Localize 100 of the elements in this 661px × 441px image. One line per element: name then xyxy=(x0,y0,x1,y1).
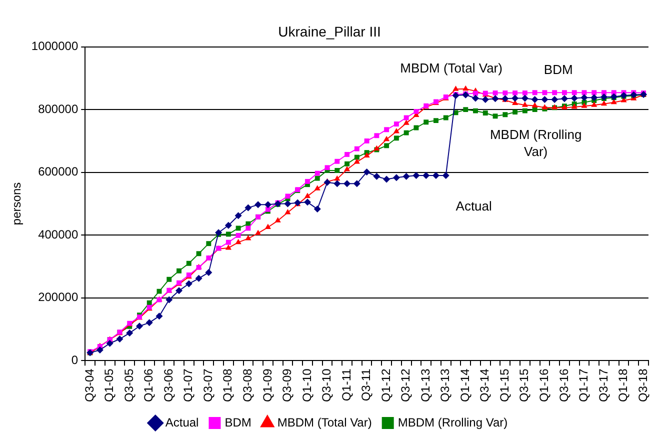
x-tick-label: Q3-10 xyxy=(320,368,334,402)
point xyxy=(393,128,400,134)
x-tick-label: Q3-16 xyxy=(556,368,571,402)
point xyxy=(374,133,380,138)
point xyxy=(432,172,440,179)
point xyxy=(334,168,340,173)
point xyxy=(226,232,231,237)
point xyxy=(156,312,163,320)
x-tick-label: Q3-18 xyxy=(636,368,650,402)
point xyxy=(512,110,518,115)
point xyxy=(512,94,519,102)
point xyxy=(434,118,438,124)
x-tick-label: Q1-08 xyxy=(220,368,235,402)
point xyxy=(452,86,459,91)
x-tick-label: Q1-12 xyxy=(378,368,393,402)
point xyxy=(571,104,578,109)
point xyxy=(414,108,419,114)
point xyxy=(186,260,192,266)
y-tick-label: 800000 xyxy=(38,102,78,116)
annotation: MBDM (Total Var) xyxy=(400,60,502,76)
x-tick-label: Q3-06 xyxy=(161,368,176,402)
point xyxy=(592,90,597,96)
point xyxy=(284,209,291,214)
point xyxy=(344,166,350,172)
point xyxy=(580,94,588,102)
annotation: MBDM (Rrolling Var) xyxy=(490,127,582,160)
point xyxy=(402,172,410,180)
y-axis-title: persons xyxy=(10,182,24,226)
point xyxy=(314,185,320,190)
x-tick-label: Q3-12 xyxy=(398,368,413,402)
point xyxy=(562,90,567,96)
point xyxy=(234,212,242,220)
point xyxy=(136,322,143,330)
point xyxy=(414,125,419,130)
point xyxy=(492,114,498,119)
point xyxy=(334,175,340,181)
legend-label: MBDM (Total Var) xyxy=(277,415,372,430)
point xyxy=(354,146,360,152)
point xyxy=(96,346,104,354)
legend-label: BDM xyxy=(224,415,252,430)
legend-label: MBDM (Rrolling Var) xyxy=(398,415,508,430)
point xyxy=(116,335,124,342)
x-tick-label: Q1-10 xyxy=(300,368,314,402)
point xyxy=(235,238,242,244)
point xyxy=(551,96,558,104)
point xyxy=(284,200,292,208)
point xyxy=(462,85,469,91)
point xyxy=(602,90,606,96)
point xyxy=(245,235,252,240)
x-tick-label: Q3-15 xyxy=(517,368,532,402)
chart-title: Ukraine_Pillar III xyxy=(278,23,381,40)
point xyxy=(176,287,183,294)
point xyxy=(244,204,252,212)
point xyxy=(314,176,320,181)
point xyxy=(285,194,290,199)
point xyxy=(600,94,608,101)
point xyxy=(334,180,341,188)
point xyxy=(560,95,568,102)
point xyxy=(344,161,350,166)
point xyxy=(541,96,548,104)
x-tick-label: Q3-05 xyxy=(122,368,136,402)
point xyxy=(215,229,222,236)
point xyxy=(532,102,538,108)
point xyxy=(264,201,272,208)
point xyxy=(236,232,241,238)
x-tick-label: Q1-13 xyxy=(418,368,432,402)
point xyxy=(404,115,409,120)
point xyxy=(226,240,231,245)
point xyxy=(384,127,390,132)
point xyxy=(176,268,182,274)
legend-label: Actual xyxy=(165,415,199,430)
y-tick-label: 400000 xyxy=(38,227,78,242)
annotation: BDM xyxy=(544,62,573,77)
point xyxy=(225,244,232,250)
x-tick-label: Q3-14 xyxy=(478,368,492,402)
point xyxy=(473,90,478,96)
point xyxy=(522,90,528,96)
x-tick-label: Q3-09 xyxy=(280,368,294,402)
point xyxy=(255,230,262,235)
point xyxy=(205,268,212,276)
x-tick-label: Q1-09 xyxy=(260,368,274,402)
point xyxy=(384,143,390,148)
point xyxy=(463,107,468,112)
point xyxy=(304,192,311,198)
point xyxy=(236,226,241,231)
point xyxy=(106,340,114,347)
point xyxy=(492,90,498,96)
point xyxy=(600,100,608,106)
x-tick-label: Q1-07 xyxy=(181,368,196,402)
x-tick-label: Q1-11 xyxy=(339,368,354,402)
point xyxy=(324,165,330,170)
point xyxy=(373,172,380,180)
x-tick-label: Q3-07 xyxy=(200,368,215,402)
point xyxy=(442,172,450,179)
point xyxy=(156,288,162,294)
point xyxy=(206,241,212,246)
point xyxy=(443,115,448,120)
x-tick-label: Q1-16 xyxy=(537,368,552,402)
point xyxy=(482,110,488,116)
point xyxy=(392,174,400,182)
